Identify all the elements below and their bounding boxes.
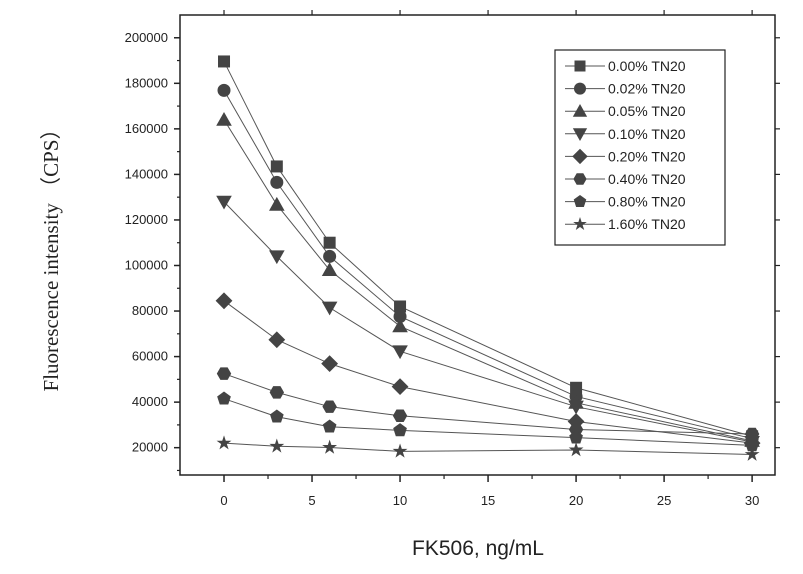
y-tick-label: 100000 [125,257,168,272]
x-tick-label: 10 [393,493,407,508]
data-point-hexagon [744,427,760,441]
x-axis-label: FK506, ng/mL [412,537,544,560]
series-line [223,61,753,437]
series-markers [215,55,761,461]
data-point-hexagon [392,409,408,423]
data-point-triangle-down [269,250,285,265]
y-tick-label: 140000 [125,166,168,181]
data-point-circle [323,249,337,263]
legend-marker-diamond [572,148,588,165]
data-point-star [568,442,584,457]
data-point-star [744,446,760,461]
legend-label: 0.00% TN20 [608,58,686,74]
data-point-triangle-up [216,111,232,126]
legend-marker-circle [574,82,586,95]
series-line [223,201,753,443]
legend-label: 0.05% TN20 [608,103,686,119]
legend-label: 1.60% TN20 [608,216,686,232]
data-point-triangle-down [392,345,408,360]
data-point-circle [393,310,407,324]
series-lines [223,61,753,456]
data-point-pentagon [393,423,407,437]
data-point-diamond [268,331,286,349]
data-point-star [216,435,232,450]
legend-label: 0.02% TN20 [608,81,686,97]
series-line [223,119,753,442]
legend-label: 0.40% TN20 [608,171,686,187]
plot-frame [179,14,776,476]
data-point-hexagon [322,400,337,413]
legend-marker-triangle-up [572,104,588,117]
x-tick-label: 5 [308,493,315,508]
x-tick-label: 30 [745,493,759,508]
data-point-diamond [321,355,339,373]
data-point-hexagon [269,386,285,399]
y-tick-label: 180000 [125,75,168,90]
data-point-triangle-up [392,318,408,333]
data-point-pentagon [269,409,284,423]
legend-marker-triangle-down [572,128,588,141]
legend-marker-square [574,60,586,72]
x-tick-label: 15 [481,493,495,508]
data-point-diamond [215,292,233,310]
data-point-square [394,300,407,313]
y-tick-label: 200000 [125,30,168,45]
series-line [223,398,753,446]
series-line [223,300,753,444]
series-line [223,90,753,440]
legend-marker-hexagon [573,173,587,185]
data-point-star [392,443,408,458]
x-tick-label: 0 [220,493,227,508]
data-point-square [323,236,336,249]
data-point-pentagon [322,419,337,433]
data-point-circle [217,83,231,97]
y-axis-label: Fluorescence intensity （CPS） [39,119,63,392]
data-point-triangle-down [568,400,584,415]
series-line [223,442,753,456]
y-tick-label: 80000 [132,303,168,318]
series-line [223,373,753,435]
y-tick-label: 160000 [125,121,168,136]
data-point-hexagon [568,423,584,436]
legend-label: 0.80% TN20 [608,194,686,210]
data-point-triangle-up [269,196,285,211]
data-point-square [218,55,231,68]
legend-marker-star [573,217,587,230]
y-tick-label: 120000 [125,212,168,227]
legend: 0.00% TN20 0.02% TN20 0.05% TN20 0.10% TN20… [554,49,726,246]
data-point-star [269,438,285,453]
legend-label: 0.10% TN20 [608,126,686,142]
data-point-triangle-down [321,301,338,316]
data-point-star [322,439,338,454]
y-tick-label: 60000 [132,349,168,364]
x-tick-label: 20 [569,493,583,508]
legend-marker-pentagon [573,195,587,207]
y-tick-label: 40000 [132,394,168,409]
data-point-circle [270,175,284,189]
y-tick-label: 20000 [132,440,168,455]
data-point-pentagon [217,391,231,405]
data-point-square [270,160,283,173]
axes: 0 5 10 15 20 25 30 20000 40000 60000 80000 100000 12… [125,10,780,508]
data-point-triangle-up [321,262,338,277]
data-point-pentagon [745,438,759,452]
x-tick-label: 25 [657,493,671,508]
data-point-hexagon [216,367,232,380]
data-point-diamond [391,378,409,396]
data-point-triangle-down [216,195,232,210]
legend-label: 0.20% TN20 [608,148,686,164]
legend-box [554,49,726,246]
data-point-pentagon [569,430,583,444]
